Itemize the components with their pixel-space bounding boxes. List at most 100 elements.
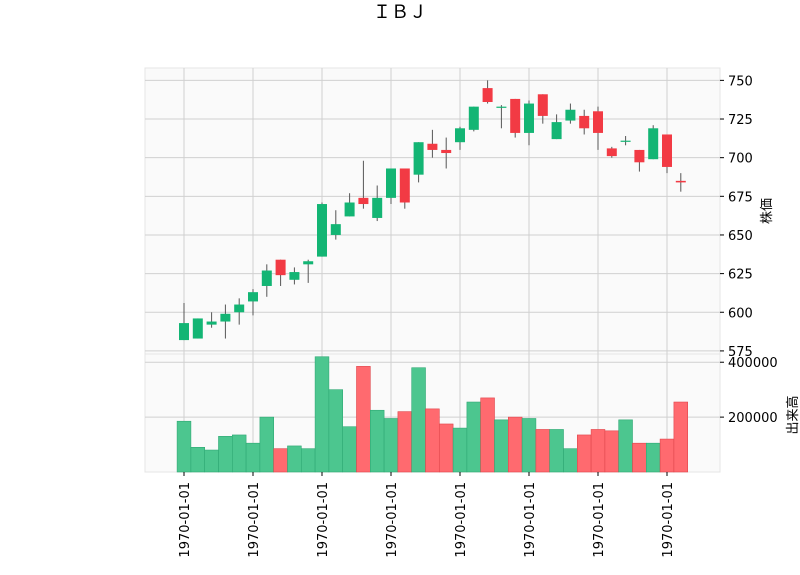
volume-bar bbox=[369, 409, 385, 473]
volume-bar bbox=[245, 442, 261, 473]
price-tick-label: 725 bbox=[728, 113, 753, 128]
candle-body bbox=[510, 98, 521, 133]
x-tick-label: 1970-01-01 bbox=[661, 482, 676, 558]
volume-bar bbox=[204, 449, 219, 473]
volume-bar bbox=[590, 429, 606, 473]
candle-body bbox=[234, 304, 245, 313]
candle-body bbox=[662, 134, 672, 167]
candle-body bbox=[344, 202, 355, 217]
x-tick-label: 1970-01-01 bbox=[385, 482, 400, 558]
volume-bar bbox=[259, 416, 274, 473]
candle-body bbox=[620, 140, 631, 142]
candle-body bbox=[606, 148, 617, 157]
price-tick-label: 600 bbox=[728, 306, 753, 321]
price-tick-label: 575 bbox=[728, 345, 753, 360]
candle-body bbox=[579, 115, 590, 129]
x-axis: 1970-01-01 1970-01-01 1970-01-01 1970-01-01… bbox=[178, 472, 676, 558]
volume-bar bbox=[425, 408, 440, 473]
volume-bar bbox=[190, 447, 205, 473]
volume-bar bbox=[411, 367, 426, 473]
x-tick-label: 1970-01-01 bbox=[316, 482, 331, 558]
volume-bar bbox=[328, 389, 343, 473]
price-axis: 575 600 625 650 675 700 725 750 bbox=[720, 74, 753, 360]
candle-body bbox=[303, 261, 314, 265]
volume-tick-label: 400000 bbox=[728, 356, 778, 371]
price-panel bbox=[144, 67, 721, 355]
volume-bar bbox=[576, 434, 592, 473]
price-tick-label: 650 bbox=[728, 229, 753, 244]
chart-title: ＩＢＪ bbox=[373, 2, 427, 23]
candle-body bbox=[482, 88, 493, 103]
volume-bar bbox=[218, 436, 233, 473]
price-tick-label: 625 bbox=[728, 268, 753, 283]
candle-body bbox=[179, 323, 189, 341]
candle-body bbox=[330, 224, 341, 235]
volume-bar bbox=[232, 434, 247, 473]
candle-body bbox=[455, 128, 465, 143]
volume-bar bbox=[314, 356, 330, 473]
volume-tick-label: 200000 bbox=[728, 411, 778, 426]
candle-body bbox=[468, 106, 479, 130]
candles bbox=[179, 80, 686, 341]
candle-body bbox=[358, 197, 369, 205]
volume-bar bbox=[480, 397, 495, 473]
candle-body bbox=[496, 106, 507, 108]
volume-bars bbox=[176, 356, 689, 473]
price-tick-label: 700 bbox=[728, 152, 753, 167]
volume-bar bbox=[632, 442, 647, 473]
volume-bar bbox=[383, 418, 399, 473]
candle-body bbox=[413, 142, 424, 175]
candle-body bbox=[275, 259, 286, 276]
candle-body bbox=[220, 313, 231, 322]
volume-bar bbox=[507, 416, 523, 473]
candle-body bbox=[399, 168, 410, 203]
volume-bar bbox=[287, 445, 302, 473]
volume-bar bbox=[494, 419, 509, 473]
volume-bar bbox=[604, 430, 620, 473]
candle-body bbox=[634, 149, 645, 163]
candle-body bbox=[675, 180, 686, 183]
volume-bar bbox=[535, 429, 551, 473]
volume-bar bbox=[466, 401, 481, 473]
price-tick-label: 750 bbox=[728, 74, 753, 89]
candle-body bbox=[427, 143, 438, 150]
volume-bar bbox=[673, 401, 689, 473]
volume-bar bbox=[659, 438, 675, 473]
candle-body bbox=[648, 128, 659, 160]
volume-bar bbox=[563, 448, 578, 473]
volume-axis-label: 出来高 bbox=[785, 395, 800, 434]
candle-body bbox=[565, 109, 576, 121]
volume-axis: 200000 400000 bbox=[720, 356, 778, 426]
candle-body bbox=[524, 103, 534, 133]
candle-body bbox=[289, 272, 300, 280]
x-tick-label: 1970-01-01 bbox=[523, 482, 538, 558]
price-axis-label: 株価 bbox=[760, 198, 775, 224]
volume-bar bbox=[273, 448, 288, 473]
volume-bar bbox=[645, 442, 661, 473]
x-tick-label: 1970-01-01 bbox=[178, 482, 193, 558]
price-tick-label: 675 bbox=[728, 190, 753, 205]
volume-bar bbox=[618, 419, 633, 473]
volume-bar bbox=[356, 366, 371, 473]
volume-bar bbox=[176, 420, 192, 473]
volume-bar bbox=[342, 426, 357, 473]
candle-body bbox=[386, 168, 396, 198]
candle-body bbox=[551, 122, 562, 140]
x-tick-label: 1970-01-01 bbox=[247, 482, 262, 558]
candle-body bbox=[248, 292, 258, 302]
candle-body bbox=[261, 270, 272, 286]
volume-bar bbox=[521, 418, 537, 473]
volume-bar bbox=[300, 448, 316, 473]
candle-body bbox=[192, 318, 203, 339]
x-tick-label: 1970-01-01 bbox=[454, 482, 469, 558]
volume-bar bbox=[397, 411, 412, 473]
candle-body bbox=[206, 321, 217, 325]
candle-body bbox=[372, 197, 383, 218]
volume-bar bbox=[452, 427, 468, 473]
volume-bar bbox=[549, 429, 564, 473]
candle-body bbox=[441, 149, 452, 154]
x-tick-label: 1970-01-01 bbox=[592, 482, 607, 558]
volume-bar bbox=[438, 423, 454, 473]
candle-body bbox=[317, 204, 327, 257]
